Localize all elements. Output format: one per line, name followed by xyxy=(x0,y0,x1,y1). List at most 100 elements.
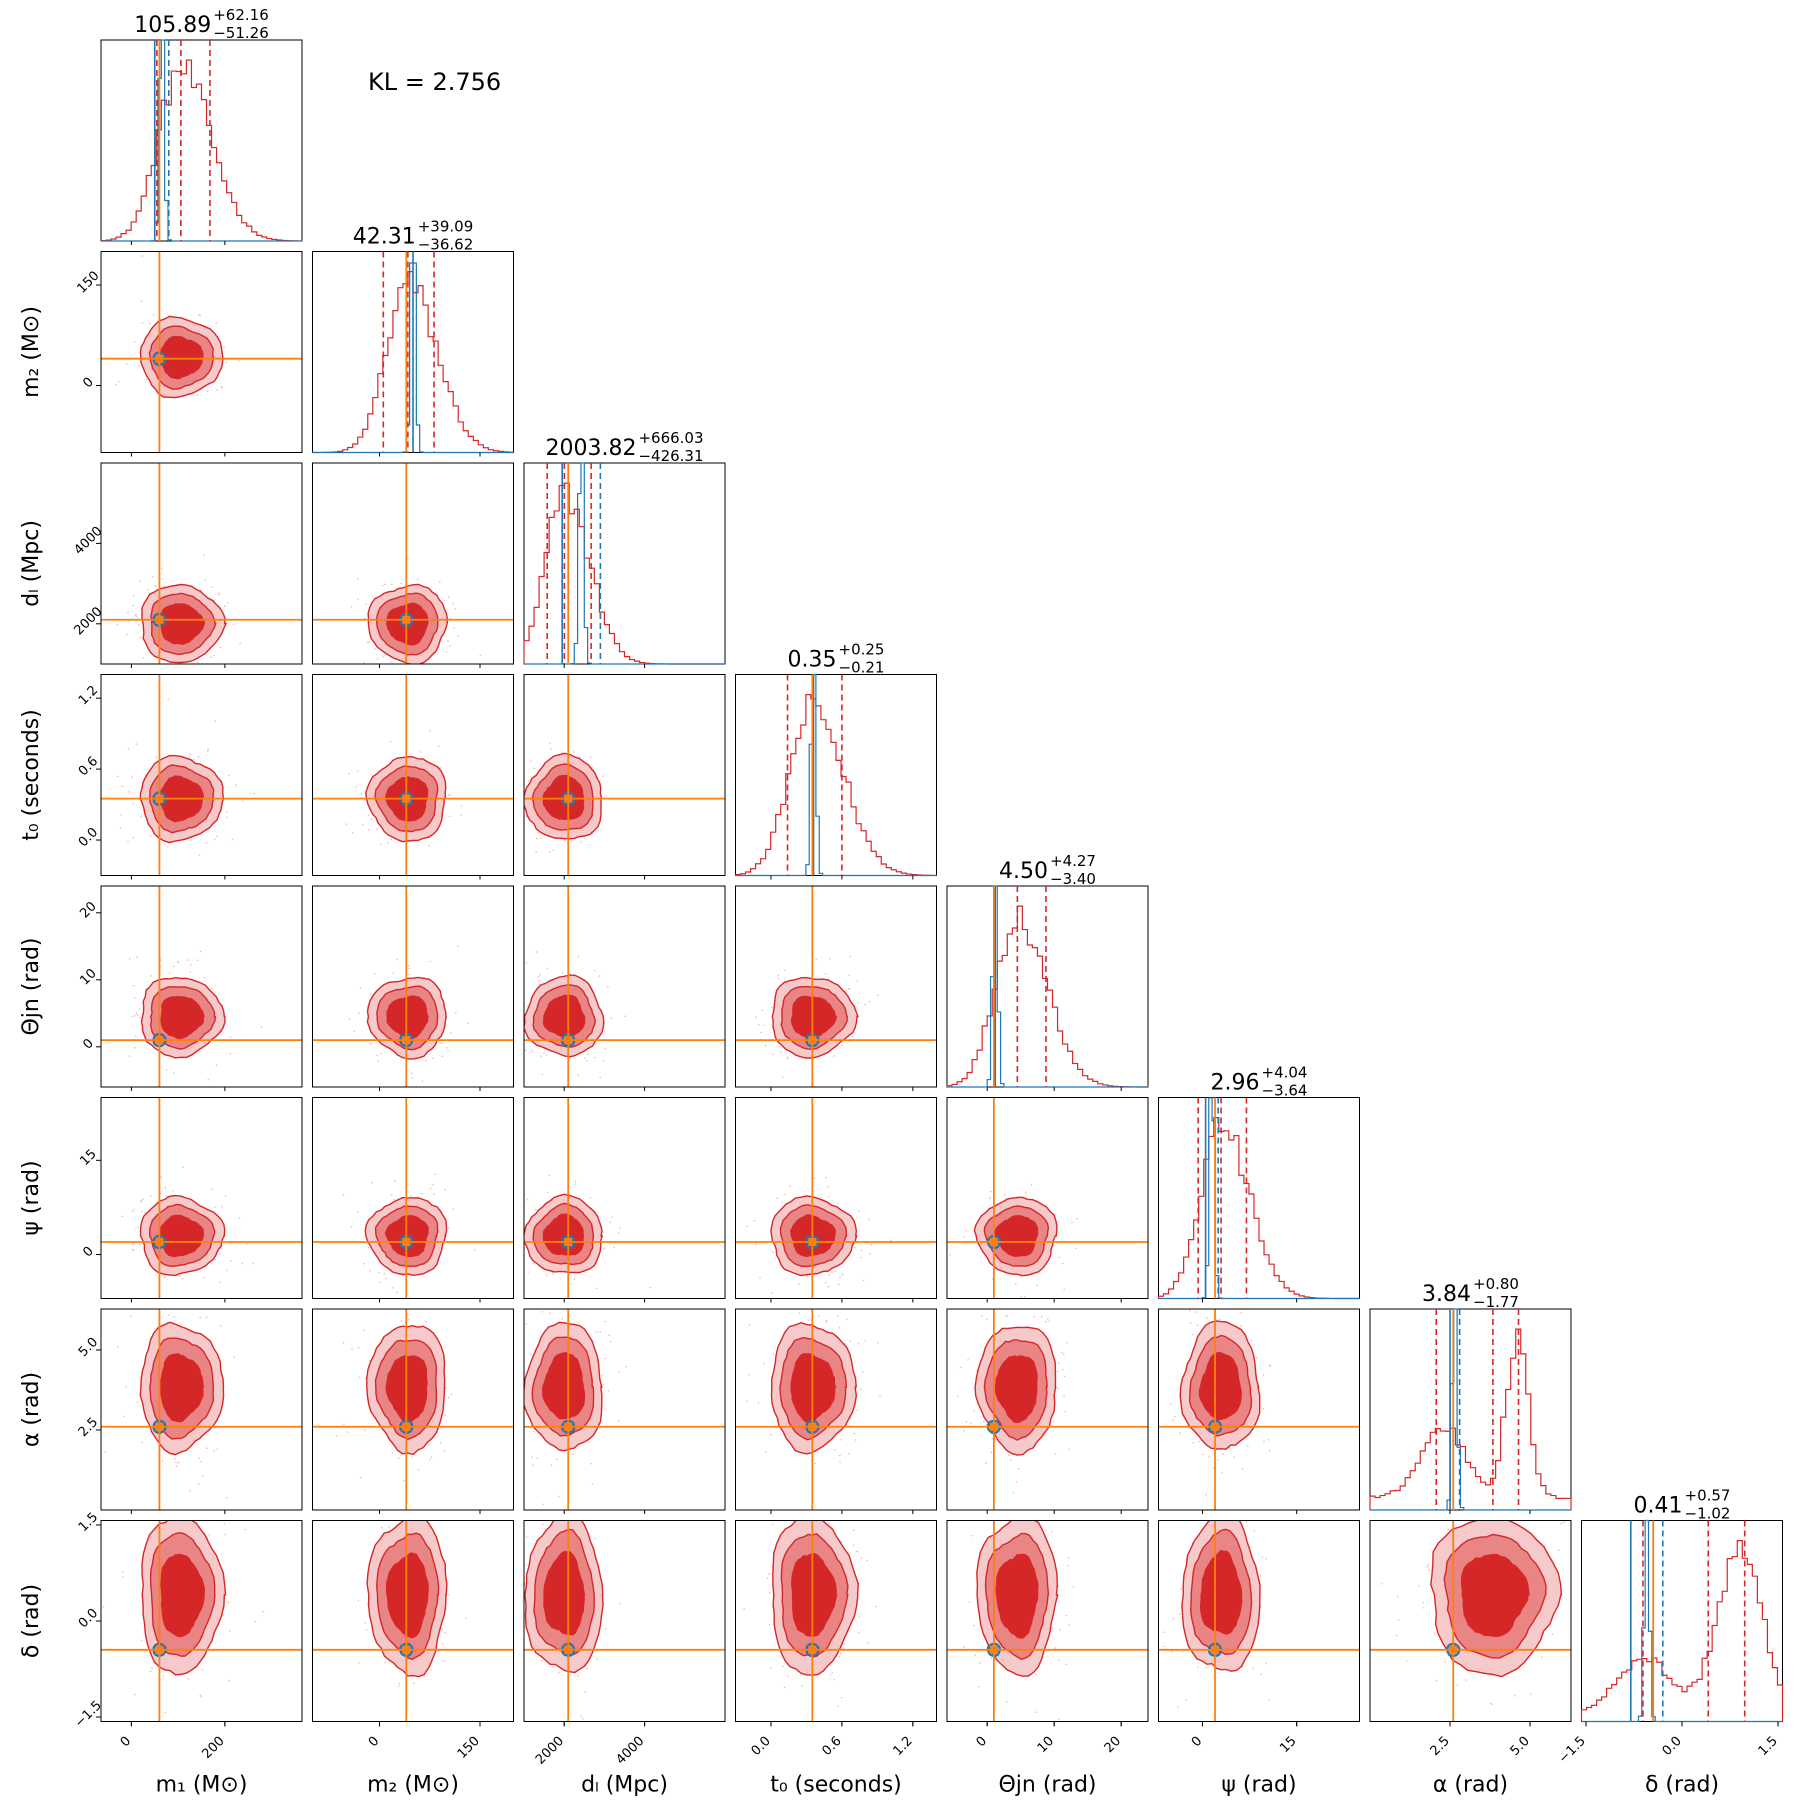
scatter-point xyxy=(487,1246,489,1248)
hist-panel-psi: 2.96 +4.04−3.64 xyxy=(1157,1064,1360,1300)
y-axis-label-m2: m₂ (M⊙) xyxy=(19,306,44,398)
scatter-point xyxy=(1072,1586,1075,1588)
scatter-point xyxy=(985,1282,987,1284)
contour-content-alpha-delta xyxy=(1370,1520,1571,1722)
truth-marker xyxy=(1211,1645,1220,1654)
scatter-point xyxy=(834,1449,836,1451)
scatter-point xyxy=(170,1517,172,1519)
scatter-point xyxy=(385,1277,388,1280)
truth-marker xyxy=(155,794,164,803)
scatter-point xyxy=(181,1277,184,1280)
scatter-point xyxy=(382,656,384,658)
scatter-point xyxy=(1057,1718,1060,1721)
scatter-point xyxy=(535,851,537,853)
scatter-point xyxy=(801,1463,803,1465)
scatter-point xyxy=(551,1304,553,1306)
scatter-point xyxy=(543,1459,545,1461)
scatter-point xyxy=(565,840,568,843)
truth-marker xyxy=(808,1645,817,1654)
scatter-point xyxy=(175,1461,177,1463)
contour-panel-theta_jn-psi xyxy=(946,1097,1149,1299)
scatter-point xyxy=(1006,1701,1008,1703)
scatter-point xyxy=(521,1389,523,1391)
scatter-point xyxy=(571,840,573,842)
hist-panel-theta_jn: 4.50 +4.27−3.40 xyxy=(946,852,1149,1088)
scatter-point xyxy=(1067,1565,1070,1567)
scatter-point xyxy=(990,1657,993,1660)
scatter-point xyxy=(408,967,410,970)
scatter-point xyxy=(609,1221,611,1223)
scatter-point xyxy=(417,1469,420,1471)
contour-inner xyxy=(995,1553,1039,1639)
scatter-point xyxy=(561,1318,563,1320)
scatter-point xyxy=(967,1359,969,1361)
scatter-point xyxy=(1426,1566,1428,1568)
scatter-point xyxy=(215,835,218,838)
y-tick-label-psi-1: 15 xyxy=(77,1147,99,1169)
scatter-point xyxy=(829,958,831,960)
scatter-point xyxy=(870,1243,872,1246)
scatter-point xyxy=(225,811,228,813)
scatter-point xyxy=(210,656,212,658)
scatter-point xyxy=(163,842,166,845)
scatter-point xyxy=(864,1339,867,1342)
scatter-point xyxy=(1558,1549,1560,1552)
scatter-point xyxy=(151,1667,153,1669)
scatter-point xyxy=(445,1386,447,1389)
scatter-point xyxy=(391,1287,394,1289)
scatter-point xyxy=(225,361,228,364)
scatter-point xyxy=(375,1486,377,1488)
scatter-point xyxy=(188,756,191,758)
scatter-point xyxy=(525,962,528,964)
scatter-point xyxy=(856,1409,859,1412)
scatter-point xyxy=(1262,1407,1265,1410)
contour-inner xyxy=(542,994,586,1039)
scatter-point xyxy=(571,1494,573,1496)
scatter-point xyxy=(139,1008,141,1010)
contour-frame xyxy=(100,1308,303,1511)
scatter-point xyxy=(221,386,223,388)
scatter-point xyxy=(772,1053,775,1056)
truth-marker xyxy=(402,1036,411,1045)
scatter-point xyxy=(1173,1416,1176,1418)
scatter-point xyxy=(115,383,117,386)
scatter-point xyxy=(198,1482,200,1485)
scatter-point xyxy=(1195,1311,1198,1313)
scatter-point xyxy=(352,832,354,834)
scatter-point xyxy=(350,1225,353,1228)
scatter-point xyxy=(1066,1341,1068,1344)
scatter-point xyxy=(367,641,369,644)
scatter-point xyxy=(1033,1315,1036,1318)
scatter-point xyxy=(569,1514,571,1516)
hist-frame-m1 xyxy=(100,39,303,242)
y-tick-label-m2-1: 150 xyxy=(74,268,102,296)
scatter-point xyxy=(445,651,448,653)
scatter-point xyxy=(520,1019,522,1021)
scatter-point xyxy=(421,1080,424,1083)
scatter-point xyxy=(447,1594,450,1596)
scatter-point xyxy=(569,1498,571,1500)
scatter-point xyxy=(848,1452,850,1455)
contour-content-t0-alpha xyxy=(735,1309,937,1510)
scatter-point xyxy=(196,959,199,961)
y-tick-label-dL-0: 2000 xyxy=(72,604,106,638)
scatter-point xyxy=(839,1276,841,1278)
scatter-point xyxy=(416,1472,418,1474)
scatter-point xyxy=(604,1320,607,1323)
scatter-point xyxy=(179,1275,181,1277)
contour-panel-m1-dL xyxy=(100,462,303,665)
truth-marker xyxy=(402,1645,411,1654)
scatter-point xyxy=(125,363,128,366)
scatter-point xyxy=(365,1628,368,1631)
contour-panel-psi-alpha xyxy=(1158,1308,1360,1511)
scatter-point xyxy=(586,1059,588,1062)
scatter-point xyxy=(591,766,593,769)
scatter-point xyxy=(226,1496,228,1499)
scatter-point xyxy=(525,1536,528,1538)
scatter-point xyxy=(366,1503,368,1505)
scatter-point xyxy=(839,1454,841,1457)
scatter-point xyxy=(241,1262,243,1265)
contour-content-m1-theta_jn xyxy=(101,886,302,1087)
scatter-point xyxy=(357,1347,360,1349)
scatter-point xyxy=(602,1451,604,1453)
